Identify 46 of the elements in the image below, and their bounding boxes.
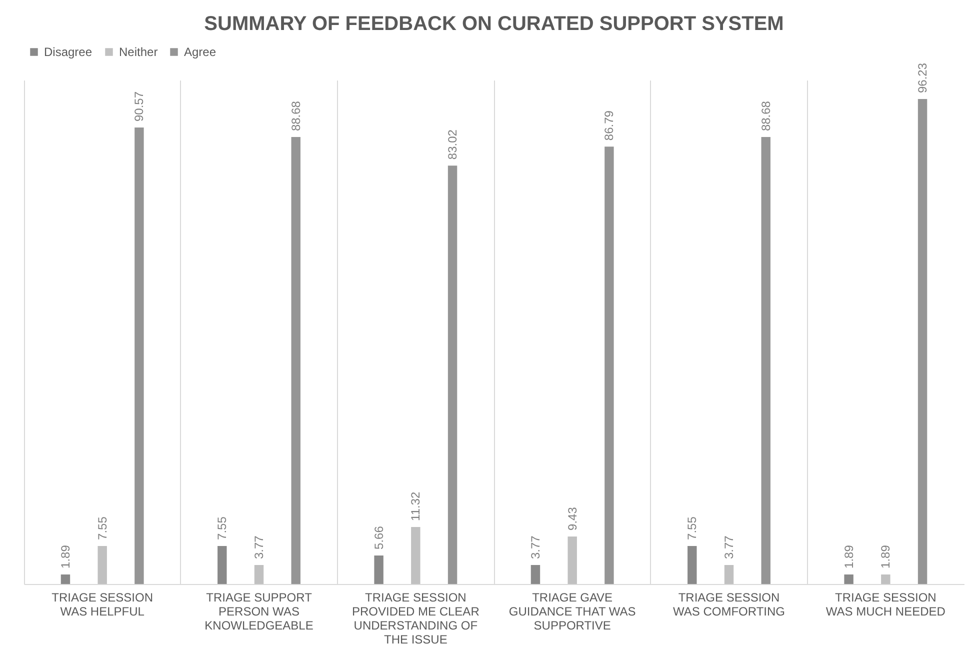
bar [60,574,70,584]
x-tick-label: TRIAGE SESSION WAS MUCH NEEDED [826,590,946,618]
data-label: 1.89 [58,544,72,568]
data-label: 3.77 [252,535,266,559]
bar [134,128,144,584]
x-tick-label: TRIAGE SESSION WAS HELPFUL [52,590,154,618]
data-label: 3.77 [722,535,736,559]
data-label: 3.77 [528,535,542,559]
bar [530,565,540,584]
data-label: 11.32 [408,491,423,521]
bar [291,137,300,584]
data-label: 1.89 [842,544,856,568]
data-label: 5.66 [372,526,386,550]
data-label: 9.43 [565,506,580,530]
legend-label: Disagree [44,45,92,59]
bar [724,565,734,584]
bar [844,574,854,584]
data-label: 88.68 [758,100,773,132]
data-label: 7.55 [95,516,110,540]
bar [254,565,264,584]
bar [411,526,420,584]
data-label: 88.68 [288,100,303,132]
bar [218,546,227,584]
bar [374,555,384,584]
chart-title: SUMMARY OF FEEDBACK ON CURATED SUPPORT SYSTEM [204,13,784,35]
x-tick-label: TRIAGE SUPPORT PERSON WAS KNOWLEDGEABLE [204,590,314,632]
bar [761,137,770,584]
data-label: 7.55 [215,516,230,540]
bar [881,574,890,584]
data-label: 86.79 [602,110,616,141]
bar [918,99,928,584]
bar [604,146,614,584]
data-label: 90.57 [132,91,146,122]
bar [568,536,577,584]
bar [688,546,697,584]
x-tick-label: TRIAGE GAVE GUIDANCE THAT WAS SUPPORTIVE [508,590,636,632]
x-tick-label: TRIAGE SESSION WAS COMFORTING [673,590,785,618]
bar [448,166,458,584]
bar [98,546,107,584]
data-label: 1.89 [878,544,893,568]
data-label: 83.02 [446,129,460,160]
x-tick-label: TRIAGE SESSION PROVIDED ME CLEAR UNDERSTANDING OF THE ISSUE [352,590,480,646]
data-label: 7.55 [685,516,700,540]
legend-label: Agree [184,45,216,59]
legend-label: Neither [119,45,158,59]
data-label: 96.23 [916,62,930,93]
